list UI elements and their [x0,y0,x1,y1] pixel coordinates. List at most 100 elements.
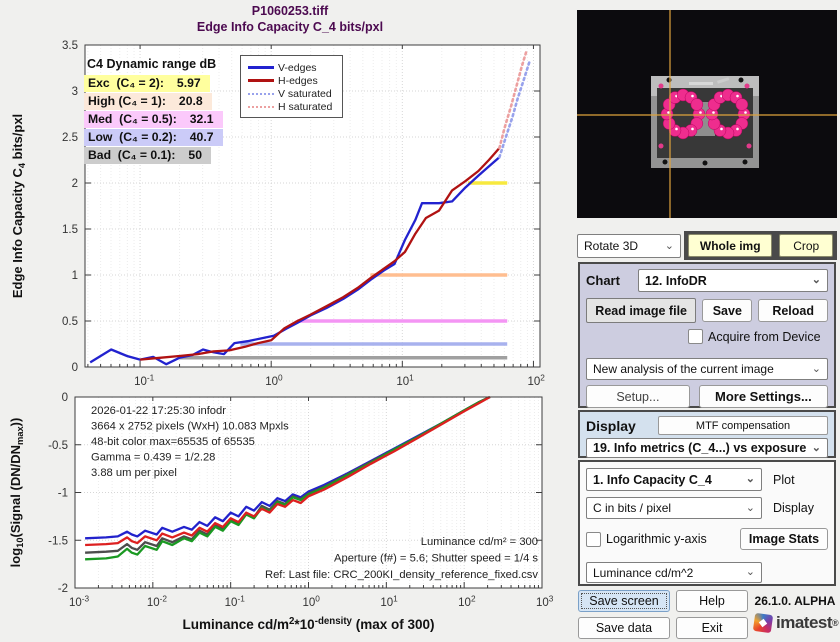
help-button[interactable]: Help [676,590,748,612]
chart-type-select[interactable]: 12. InfoDR ⌄ [638,269,828,292]
chevron-down-icon: ⌄ [745,501,755,514]
svg-text:100: 100 [265,374,283,388]
read-image-file-button[interactable]: Read image file [586,298,697,323]
setup-button[interactable]: Setup... [586,385,690,408]
chart-section: Chart 12. InfoDR ⌄ Read image file Save … [578,262,836,408]
imatest-brand-name: imatest [776,613,833,632]
svg-text:101: 101 [396,374,414,388]
display-label: Display [586,417,636,434]
dr-table-row: Exc (C₄ = 2): 5.97 [84,75,210,92]
more-settings-button[interactable]: More Settings... [698,385,828,408]
svg-text:-0.5: -0.5 [48,440,68,452]
legend-item: V-edges [248,61,338,74]
svg-text:10-2: 10-2 [147,595,168,609]
dotted-line-sample [248,92,274,95]
analysis-mode-value: New analysis of the current image [593,362,774,376]
legend-label: V saturated [278,87,332,100]
luminance-units-select[interactable]: Luminance cd/m^2 ⌄ [586,562,762,583]
dr-table-row: Low (C₄ = 0.2): 40.7 [84,129,223,146]
svg-text:10-1: 10-1 [134,374,155,388]
units-select[interactable]: C in bits / pixel ⌄ [586,497,762,519]
chevron-down-icon: ⌄ [745,566,755,578]
registered-mark: ® [832,618,839,628]
luminance-units-value: Luminance cd/m^2 [593,565,694,580]
figure-area: P1060253.tiff Edge Info Capacity C_4 bit… [8,4,554,632]
control-panel: Rotate 3D ⌄ Whole img Crop Chart 12. Inf… [572,0,840,642]
units-select-value: C in bits / pixel [593,501,672,515]
dotted-line-sample [248,105,274,108]
mtf-compensation-button[interactable]: MTF compensation [658,416,828,435]
chart-label: Chart [586,273,620,288]
svg-text:-2: -2 [58,583,68,595]
svg-text:0: 0 [72,362,78,374]
svg-text:0.5: 0.5 [62,316,78,328]
legend: V-edges H-edges V saturated H saturated [240,55,343,118]
svg-text:102: 102 [458,595,476,609]
save-screen-button[interactable]: Save screen [578,590,670,612]
dynamic-range-table: C4 Dynamic range dB Exc (C₄ = 2): 5.97 Hig… [84,57,223,165]
svg-text:Aperture (f#) = 5.6; Shutter: Aperture (f#) = 5.6; Shutter speed = 1/4… [334,553,538,565]
logarithmic-y-axis-label: Logarithmic y-axis [606,532,707,546]
crop-button[interactable]: Crop [779,234,833,257]
svg-text:10-1: 10-1 [225,595,246,609]
plot-label: Plot [773,472,795,487]
dr-table-row: Med (C₄ = 0.5): 32.1 [84,111,223,128]
svg-text:2: 2 [72,178,78,190]
dynamic-range-title: C4 Dynamic range dB [87,57,217,71]
svg-text:log10(Signal (DN/DNmax)): log10(Signal (DN/DNmax)) [8,418,25,568]
svg-text:Luminance cd/m2*10-density (ma: Luminance cd/m2*10-density (max of 300) [182,616,434,632]
save-data-button[interactable]: Save data [578,617,670,639]
units-label: Display [773,501,814,515]
display-metric-select[interactable]: 19. Info metrics (C_4...) vs exposure ⌄ [586,438,828,458]
svg-text:3.88 um per pixel: 3.88 um per pixel [91,467,177,479]
svg-text:-1: -1 [58,488,68,500]
svg-text:2026-01-22 17:25:30 infodr: 2026-01-22 17:25:30 infodr [91,405,226,417]
legend-item: H-edges [248,74,338,87]
legend-label: H-edges [278,74,318,87]
acquire-from-device-label: Acquire from Device [708,329,821,344]
image-stats-button[interactable]: Image Stats [740,528,828,550]
svg-text:10-3: 10-3 [69,595,90,609]
plot-select[interactable]: 1. Info Capacity C_4 ⌄ [586,468,762,491]
whole-img-button[interactable]: Whole img [688,234,773,257]
figure-title-filename: P1060253.tiff [251,4,329,18]
svg-text:0: 0 [62,392,68,404]
svg-text:102: 102 [527,374,545,388]
save-button[interactable]: Save [702,299,753,322]
svg-text:103: 103 [536,595,554,609]
svg-text:2.5: 2.5 [62,132,78,144]
svg-text:1.5: 1.5 [62,224,78,236]
figure-title-plot: Edge Info Capacity C_4 bits/pxl [196,20,384,34]
signal-vs-luminance-chart: 10-3 10-2 10-1 100 101 102 103 0 -0.5 -1 -1.5 -2 log… [8,392,554,632]
legend-label: V-edges [278,61,317,74]
svg-text:101: 101 [380,595,398,609]
svg-text:Ref: Last file: CRC_200KI_dens: Ref: Last file: CRC_200KI_density_refere… [265,569,538,581]
logarithmic-y-axis-checkbox[interactable] [586,531,601,547]
chevron-down-icon: ⌄ [811,274,821,286]
svg-text:Gamma = 0.439 = 1/2.28: Gamma = 0.439 = 1/2.28 [91,452,215,464]
rotate-3d-select[interactable]: Rotate 3D ⌄ [577,234,681,258]
solid-line-sample [248,66,274,69]
image-preview-thumbnail[interactable] [577,10,837,218]
analysis-mode-select[interactable]: New analysis of the current image ⌄ [586,358,828,380]
svg-text:Edge Info Capacity C4 bits/pxl: Edge Info Capacity C4 bits/pxl [10,114,27,298]
svg-text:3.5: 3.5 [62,40,78,52]
svg-text:100: 100 [303,595,321,609]
exit-button[interactable]: Exit [676,617,748,639]
imatest-logo: imatest ® [752,612,839,634]
dr-table-row: High (C₄ = 1): 20.8 [84,93,212,110]
legend-item: H saturated [248,100,338,113]
rotate-3d-value: Rotate 3D [584,239,639,253]
svg-text:-1.5: -1.5 [48,535,68,547]
svg-text:48-bit color max=65535 of 655: 48-bit color max=65535 of 65535 [91,436,255,448]
chevron-down-icon: ⌄ [664,239,674,252]
image-view-toggle: Whole img Crop [684,231,837,260]
svg-text:3664 x 2752 pixels (WxH) 10.: 3664 x 2752 pixels (WxH) 10.083 Mpxls [91,421,289,433]
legend-item: V saturated [248,87,338,100]
acquire-from-device-checkbox[interactable] [688,329,703,344]
solid-line-sample [248,79,274,82]
display-metric-value: 19. Info metrics (C_4...) vs exposure [593,441,807,455]
reload-button[interactable]: Reload [758,299,828,322]
plot-options-section: 1. Info Capacity C_4 ⌄ Plot C in bits / … [578,460,836,586]
chevron-down-icon: ⌄ [745,473,755,485]
